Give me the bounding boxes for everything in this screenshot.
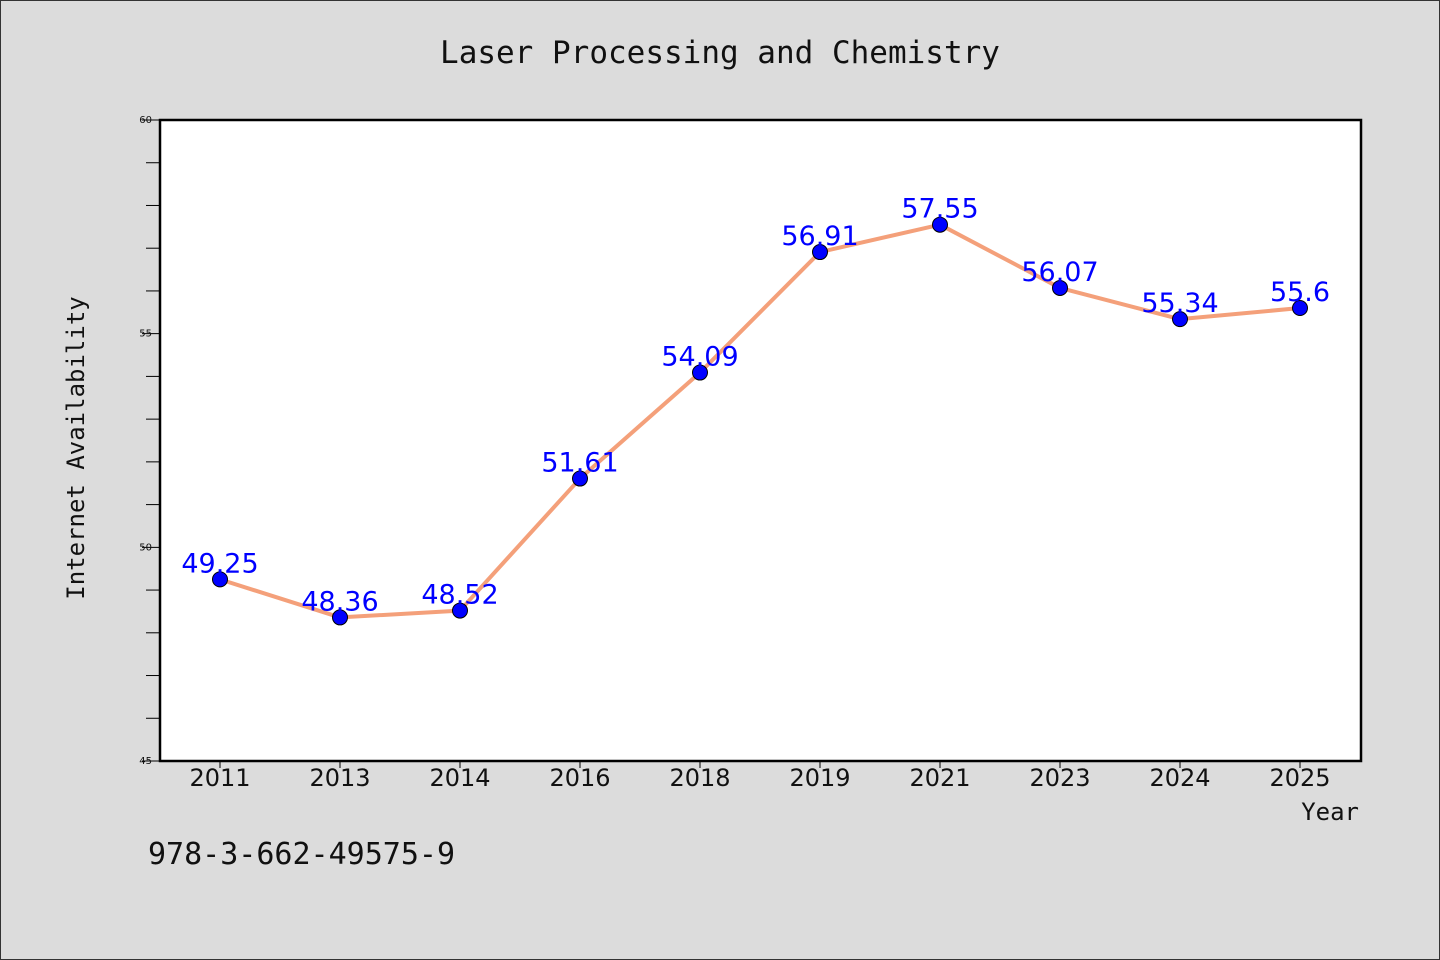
data-label: 51.61 <box>541 448 618 479</box>
data-point <box>1172 311 1188 328</box>
chart-title: Laser Processing and Chemistry <box>440 35 1000 71</box>
y-axis: 45 50 55 60 <box>139 115 160 767</box>
data-label: 54.09 <box>661 342 738 373</box>
x-tick-label: 2011 <box>189 764 250 792</box>
x-tick-label: 2024 <box>1149 764 1210 792</box>
data-point <box>692 364 708 381</box>
y-tick-label: 45 <box>139 756 152 767</box>
data-label: 48.36 <box>301 586 378 617</box>
x-tick-label: 2021 <box>909 764 970 792</box>
plot-area <box>158 118 1363 763</box>
y-tick-label: 50 <box>139 542 152 553</box>
data-label: 55.6 <box>1270 277 1330 308</box>
data-label: 49.25 <box>181 548 258 579</box>
x-tick-label: 2018 <box>669 764 730 792</box>
x-tick-label: 2014 <box>429 764 490 792</box>
x-tick-label: 2023 <box>1029 764 1090 792</box>
data-point <box>572 470 588 487</box>
data-label: 57.55 <box>901 194 978 225</box>
data-point <box>332 609 348 626</box>
data-labels: 49.25 48.36 48.52 51.61 54.09 56.91 57.55 56.07… <box>181 194 1330 618</box>
data-point <box>812 244 828 261</box>
x-axis-title: Year <box>1301 798 1359 826</box>
x-tick-label: 2013 <box>309 764 370 792</box>
data-label: 48.52 <box>421 580 498 611</box>
series-line <box>219 222 1301 620</box>
data-label: 56.91 <box>781 221 858 252</box>
y-tick-label: 55 <box>139 329 152 340</box>
footnote-isbn: 978-3-662-49575-9 <box>148 837 455 872</box>
data-point <box>452 602 468 619</box>
data-point <box>1292 300 1308 317</box>
data-point <box>212 571 228 588</box>
x-tick-label: 2025 <box>1269 764 1330 792</box>
y-tick-label: 60 <box>139 115 152 126</box>
x-tick-label: 2019 <box>789 764 850 792</box>
data-label: 56.07 <box>1021 257 1098 288</box>
series-markers <box>212 216 1308 626</box>
data-point <box>1052 279 1068 296</box>
y-axis-title: Internet Availability <box>62 296 90 599</box>
x-axis: 2011 2013 2014 2016 2018 2019 2021 2023 2024 2025 <box>189 761 1331 792</box>
x-tick-label: 2016 <box>549 764 610 792</box>
data-point <box>932 216 948 233</box>
data-label: 55.34 <box>1141 288 1218 319</box>
